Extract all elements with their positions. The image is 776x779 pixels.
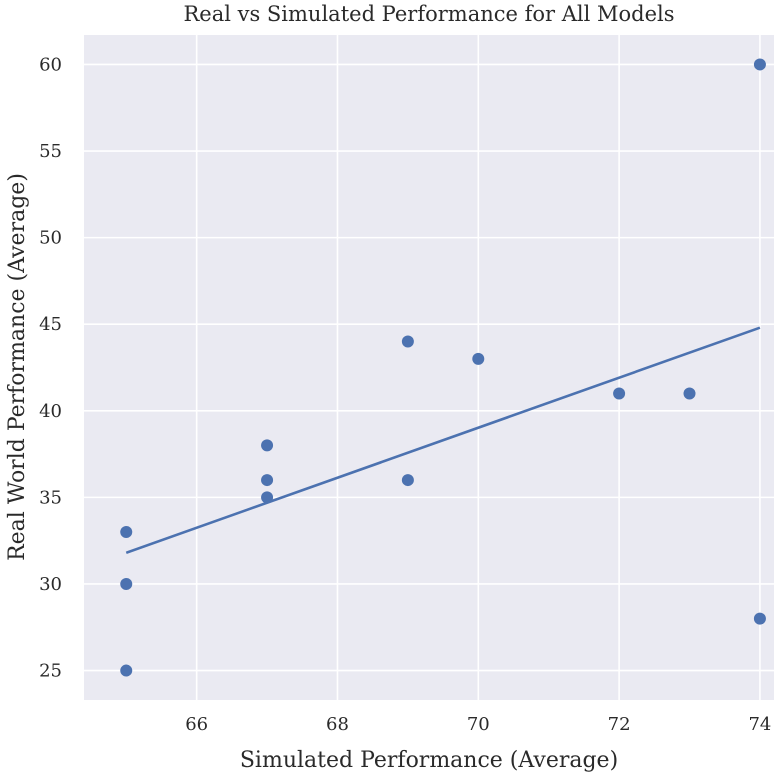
y-tick-label: 55 xyxy=(39,141,62,162)
x-tick-label: 68 xyxy=(326,714,349,735)
x-tick-label: 66 xyxy=(185,714,208,735)
y-tick-label: 35 xyxy=(39,487,62,508)
data-point xyxy=(120,526,133,539)
y-tick-label: 45 xyxy=(39,314,62,335)
x-tick-label: 70 xyxy=(467,714,490,735)
data-point xyxy=(120,577,133,590)
x-tick-labels: 66 68 70 72 74 xyxy=(185,714,771,735)
data-point xyxy=(261,439,274,452)
data-point xyxy=(401,474,414,487)
plot-area-background xyxy=(84,35,774,700)
trend-line xyxy=(125,326,761,555)
y-tick-label: 30 xyxy=(39,574,62,595)
x-axis-label: Simulated Performance (Average) xyxy=(240,748,618,773)
y-tick-label: 25 xyxy=(39,661,62,682)
data-point xyxy=(613,387,626,400)
data-point xyxy=(401,335,414,348)
y-tick-label: 40 xyxy=(39,401,62,422)
data-points xyxy=(120,58,766,677)
y-axis-label: Real World Performance (Average) xyxy=(5,173,30,561)
data-point xyxy=(753,58,766,71)
data-point xyxy=(261,474,274,487)
x-tick-label: 74 xyxy=(748,714,771,735)
data-point xyxy=(472,352,485,365)
grid-lines xyxy=(84,35,774,700)
y-tick-labels: 25 30 35 40 45 50 55 60 xyxy=(39,54,62,681)
trend-line-group xyxy=(125,326,761,555)
x-tick-label: 72 xyxy=(608,714,631,735)
y-tick-label: 50 xyxy=(39,228,62,249)
data-point xyxy=(120,664,133,677)
data-point xyxy=(683,387,696,400)
chart-title: Real vs Simulated Performance for All Mo… xyxy=(183,2,674,26)
data-point xyxy=(753,612,766,625)
y-tick-label: 60 xyxy=(39,54,62,75)
data-point xyxy=(261,491,274,504)
